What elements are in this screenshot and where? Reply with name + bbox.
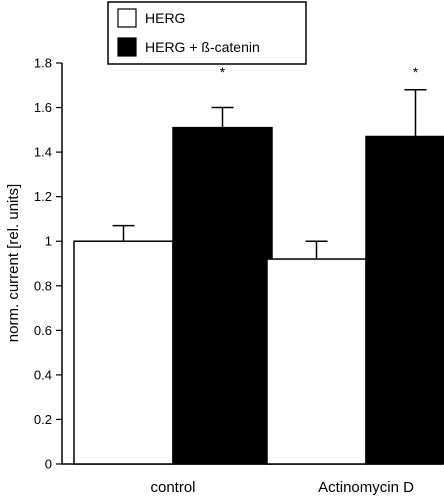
y-tick-label: 0.2	[34, 412, 52, 427]
y-tick-label: 0.4	[34, 367, 52, 382]
x-category-label-control: control	[150, 479, 195, 496]
legend-label-herg: HERG	[145, 10, 185, 26]
legend: HERG HERG + ß-catenin	[107, 1, 307, 65]
bar-actinomycin-d-herg-beta-catenin	[365, 135, 444, 465]
y-tick-label: 0.8	[34, 278, 52, 293]
y-tick-label: 0	[45, 457, 52, 472]
legend-swatch-herg	[117, 8, 137, 28]
y-tick-label: 1.6	[34, 100, 52, 115]
y-tick-label: 1.2	[34, 189, 52, 204]
bar-actinomycin-d-herg	[266, 258, 367, 465]
significance-star-actinomycin-d: *	[413, 64, 419, 80]
bars: * *	[73, 64, 444, 465]
legend-label-herg-beta-catenin: HERG + ß-catenin	[145, 39, 260, 55]
y-tick-label: 0.6	[34, 323, 52, 338]
y-tick-label: 1.8	[34, 56, 52, 71]
bar-control-herg	[73, 240, 174, 465]
significance-star-control: *	[220, 64, 226, 80]
y-axis-title: norm. current [rel. units]	[5, 184, 22, 342]
x-category-label-actinomycin-d: Actinomycin D	[318, 479, 414, 496]
legend-box	[107, 1, 307, 65]
legend-swatch-herg-beta-catenin	[117, 37, 137, 57]
y-tick-label: 1.4	[34, 145, 52, 160]
bar-control-herg-beta-catenin	[172, 126, 273, 465]
y-tick-label: 1	[45, 234, 52, 249]
